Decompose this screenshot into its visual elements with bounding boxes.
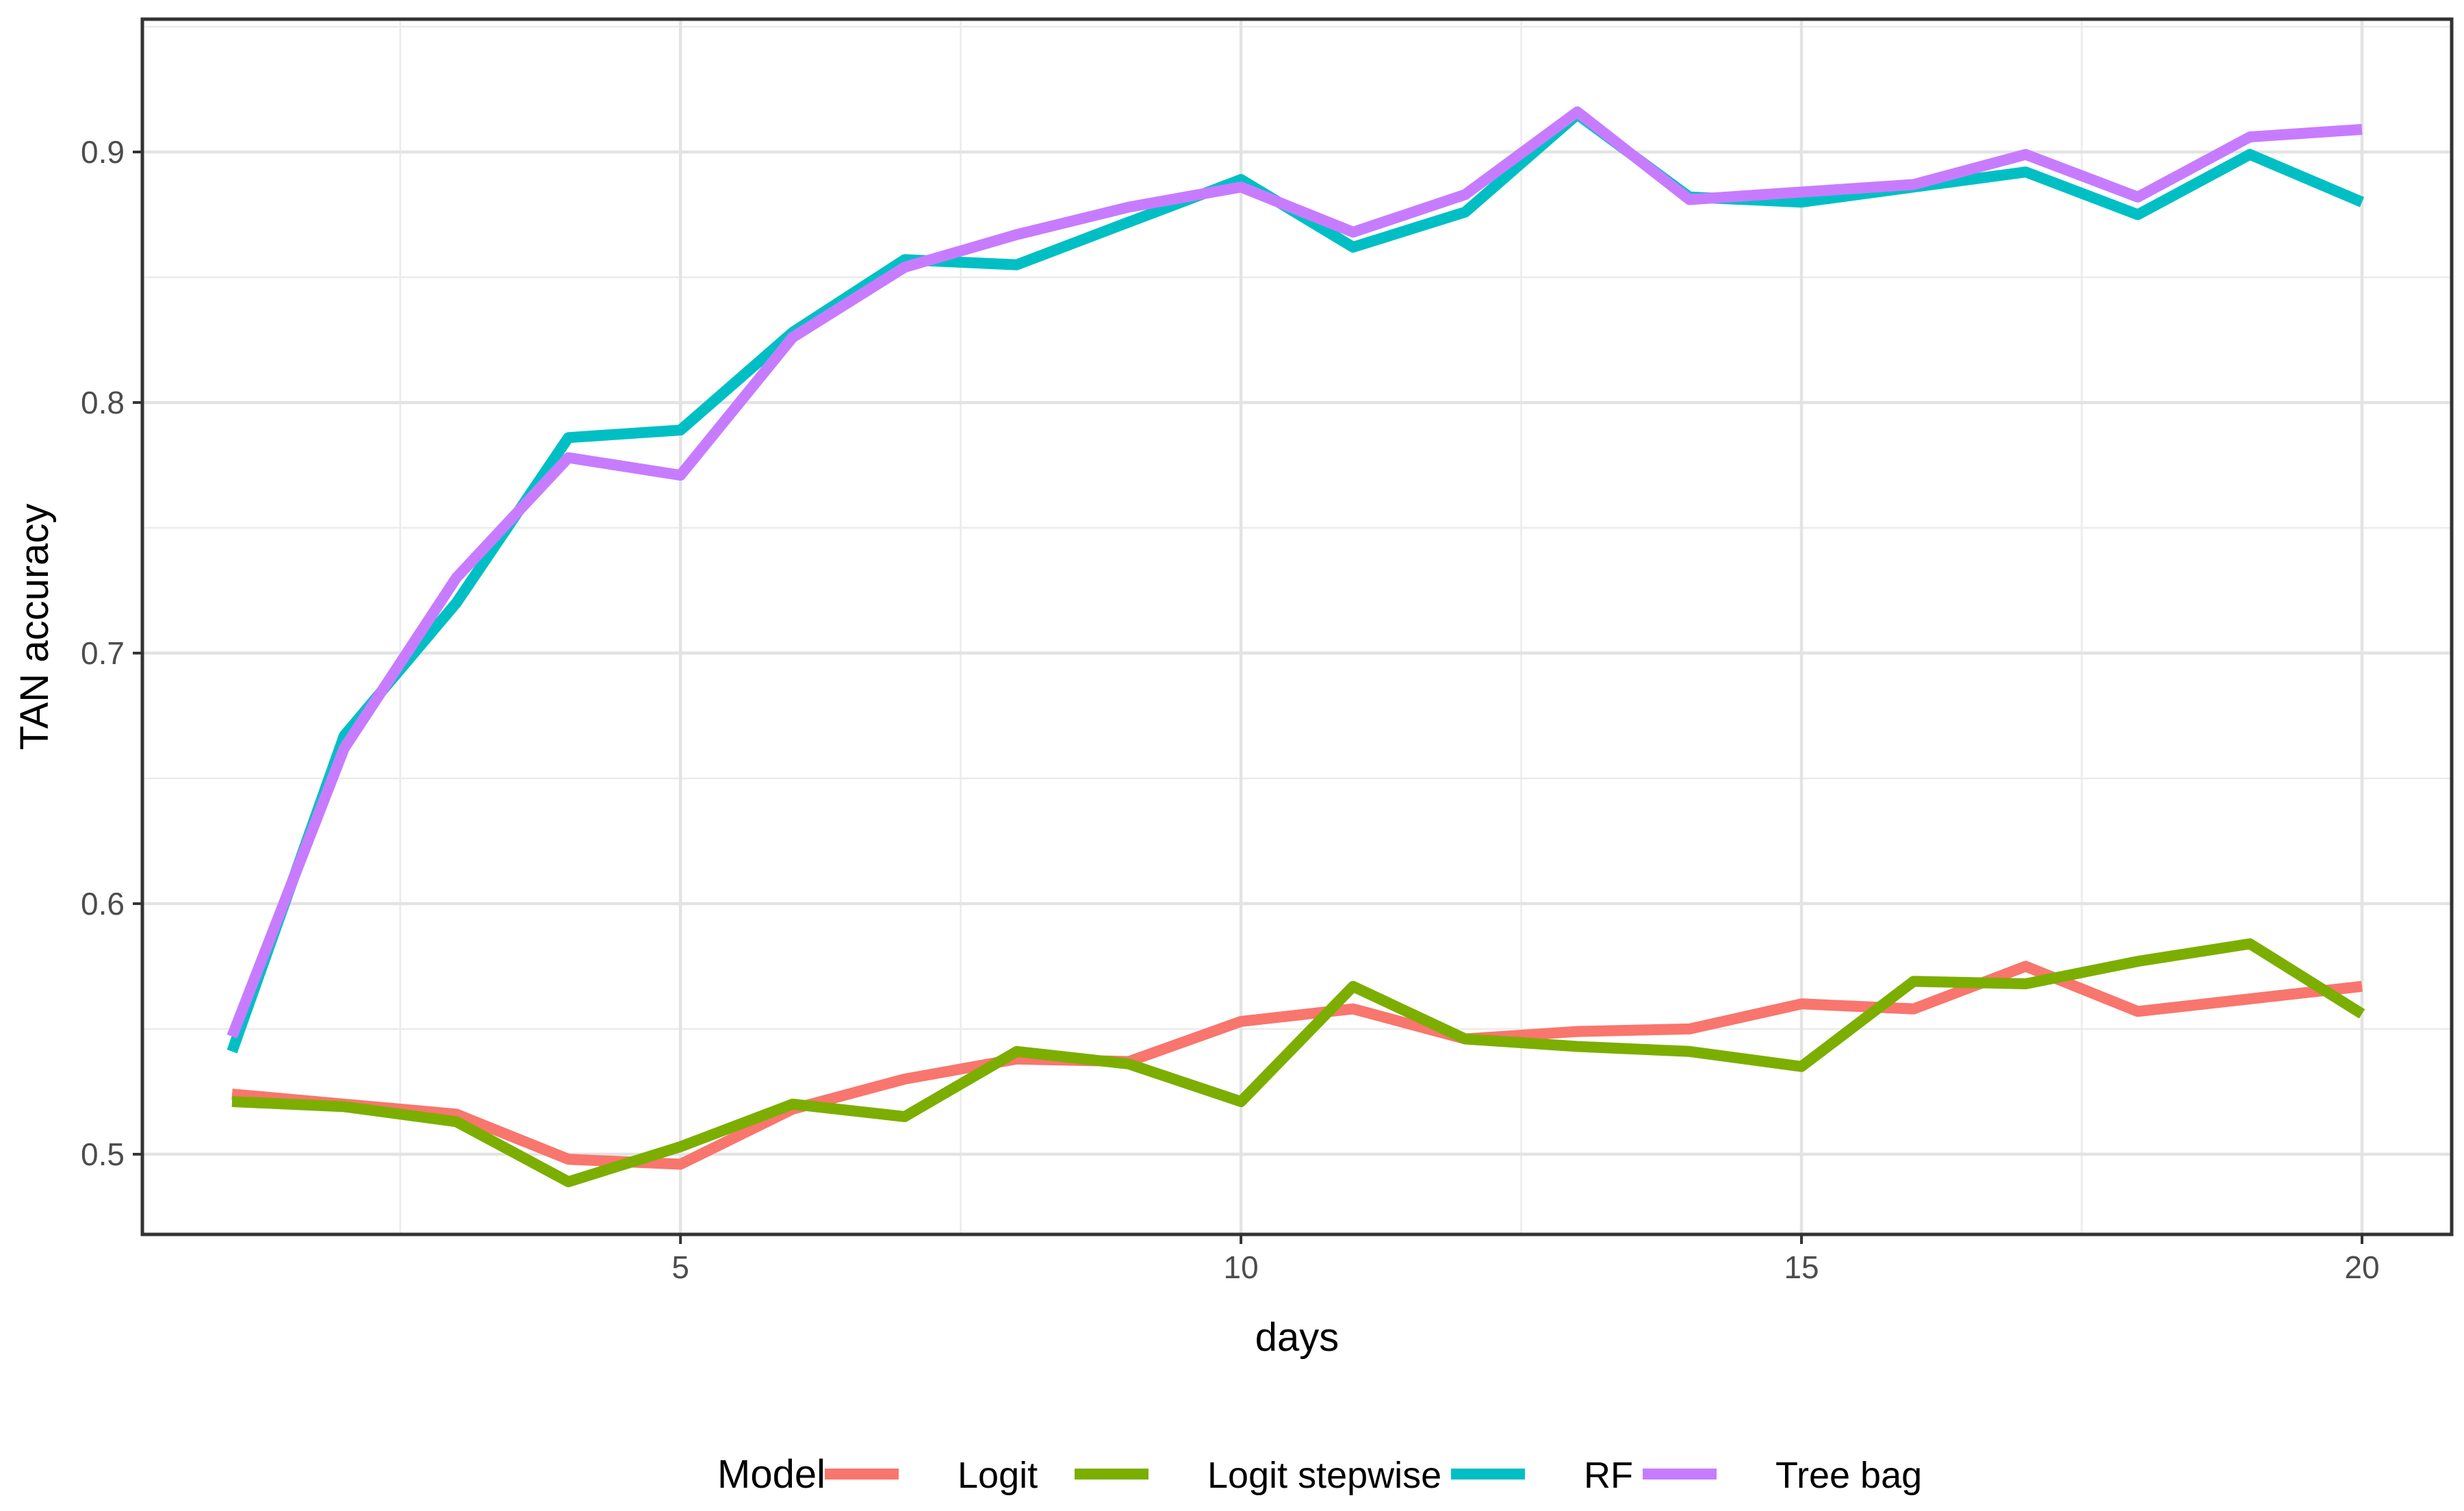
x-tick-label: 15	[1784, 1249, 1819, 1285]
series-lines	[227, 106, 2365, 1188]
x-tick-label: 5	[671, 1249, 689, 1285]
x-axis-title: days	[1255, 1315, 1339, 1360]
legend-label-tree-bag: Tree bag	[1775, 1455, 1922, 1496]
y-tick-label: 0.9	[81, 134, 125, 170]
legend-label-logit-stepwise: Logit stepwise	[1207, 1455, 1441, 1496]
series-line-tree-bag	[227, 106, 2363, 1039]
y-tick-label: 0.8	[81, 385, 125, 420]
plot-panel-border	[140, 17, 2454, 1236]
y-tick-label: 0.6	[81, 886, 125, 922]
y-tick-label: 0.5	[81, 1137, 125, 1172]
series-line-logit-stepwise	[231, 938, 2365, 1188]
axes: 5 10 15 20 0.5 0.6 0.7 0.8 0.9	[81, 134, 2380, 1285]
series-line-rf	[227, 109, 2365, 1054]
legend: Model Logit Logit stepwise RF Tree bag	[717, 1452, 1922, 1497]
y-tick-label: 0.7	[81, 635, 125, 671]
legend-title: Model	[717, 1452, 825, 1497]
legend-label-rf: RF	[1584, 1455, 1633, 1496]
series-line-logit	[231, 961, 2363, 1170]
grid-lines	[142, 19, 2452, 1234]
legend-label-logit: Logit	[958, 1455, 1038, 1496]
x-tick-label: 10	[1224, 1249, 1259, 1285]
x-tick-label: 20	[2344, 1249, 2379, 1285]
y-axis-title: TAN accuracy	[12, 504, 57, 750]
